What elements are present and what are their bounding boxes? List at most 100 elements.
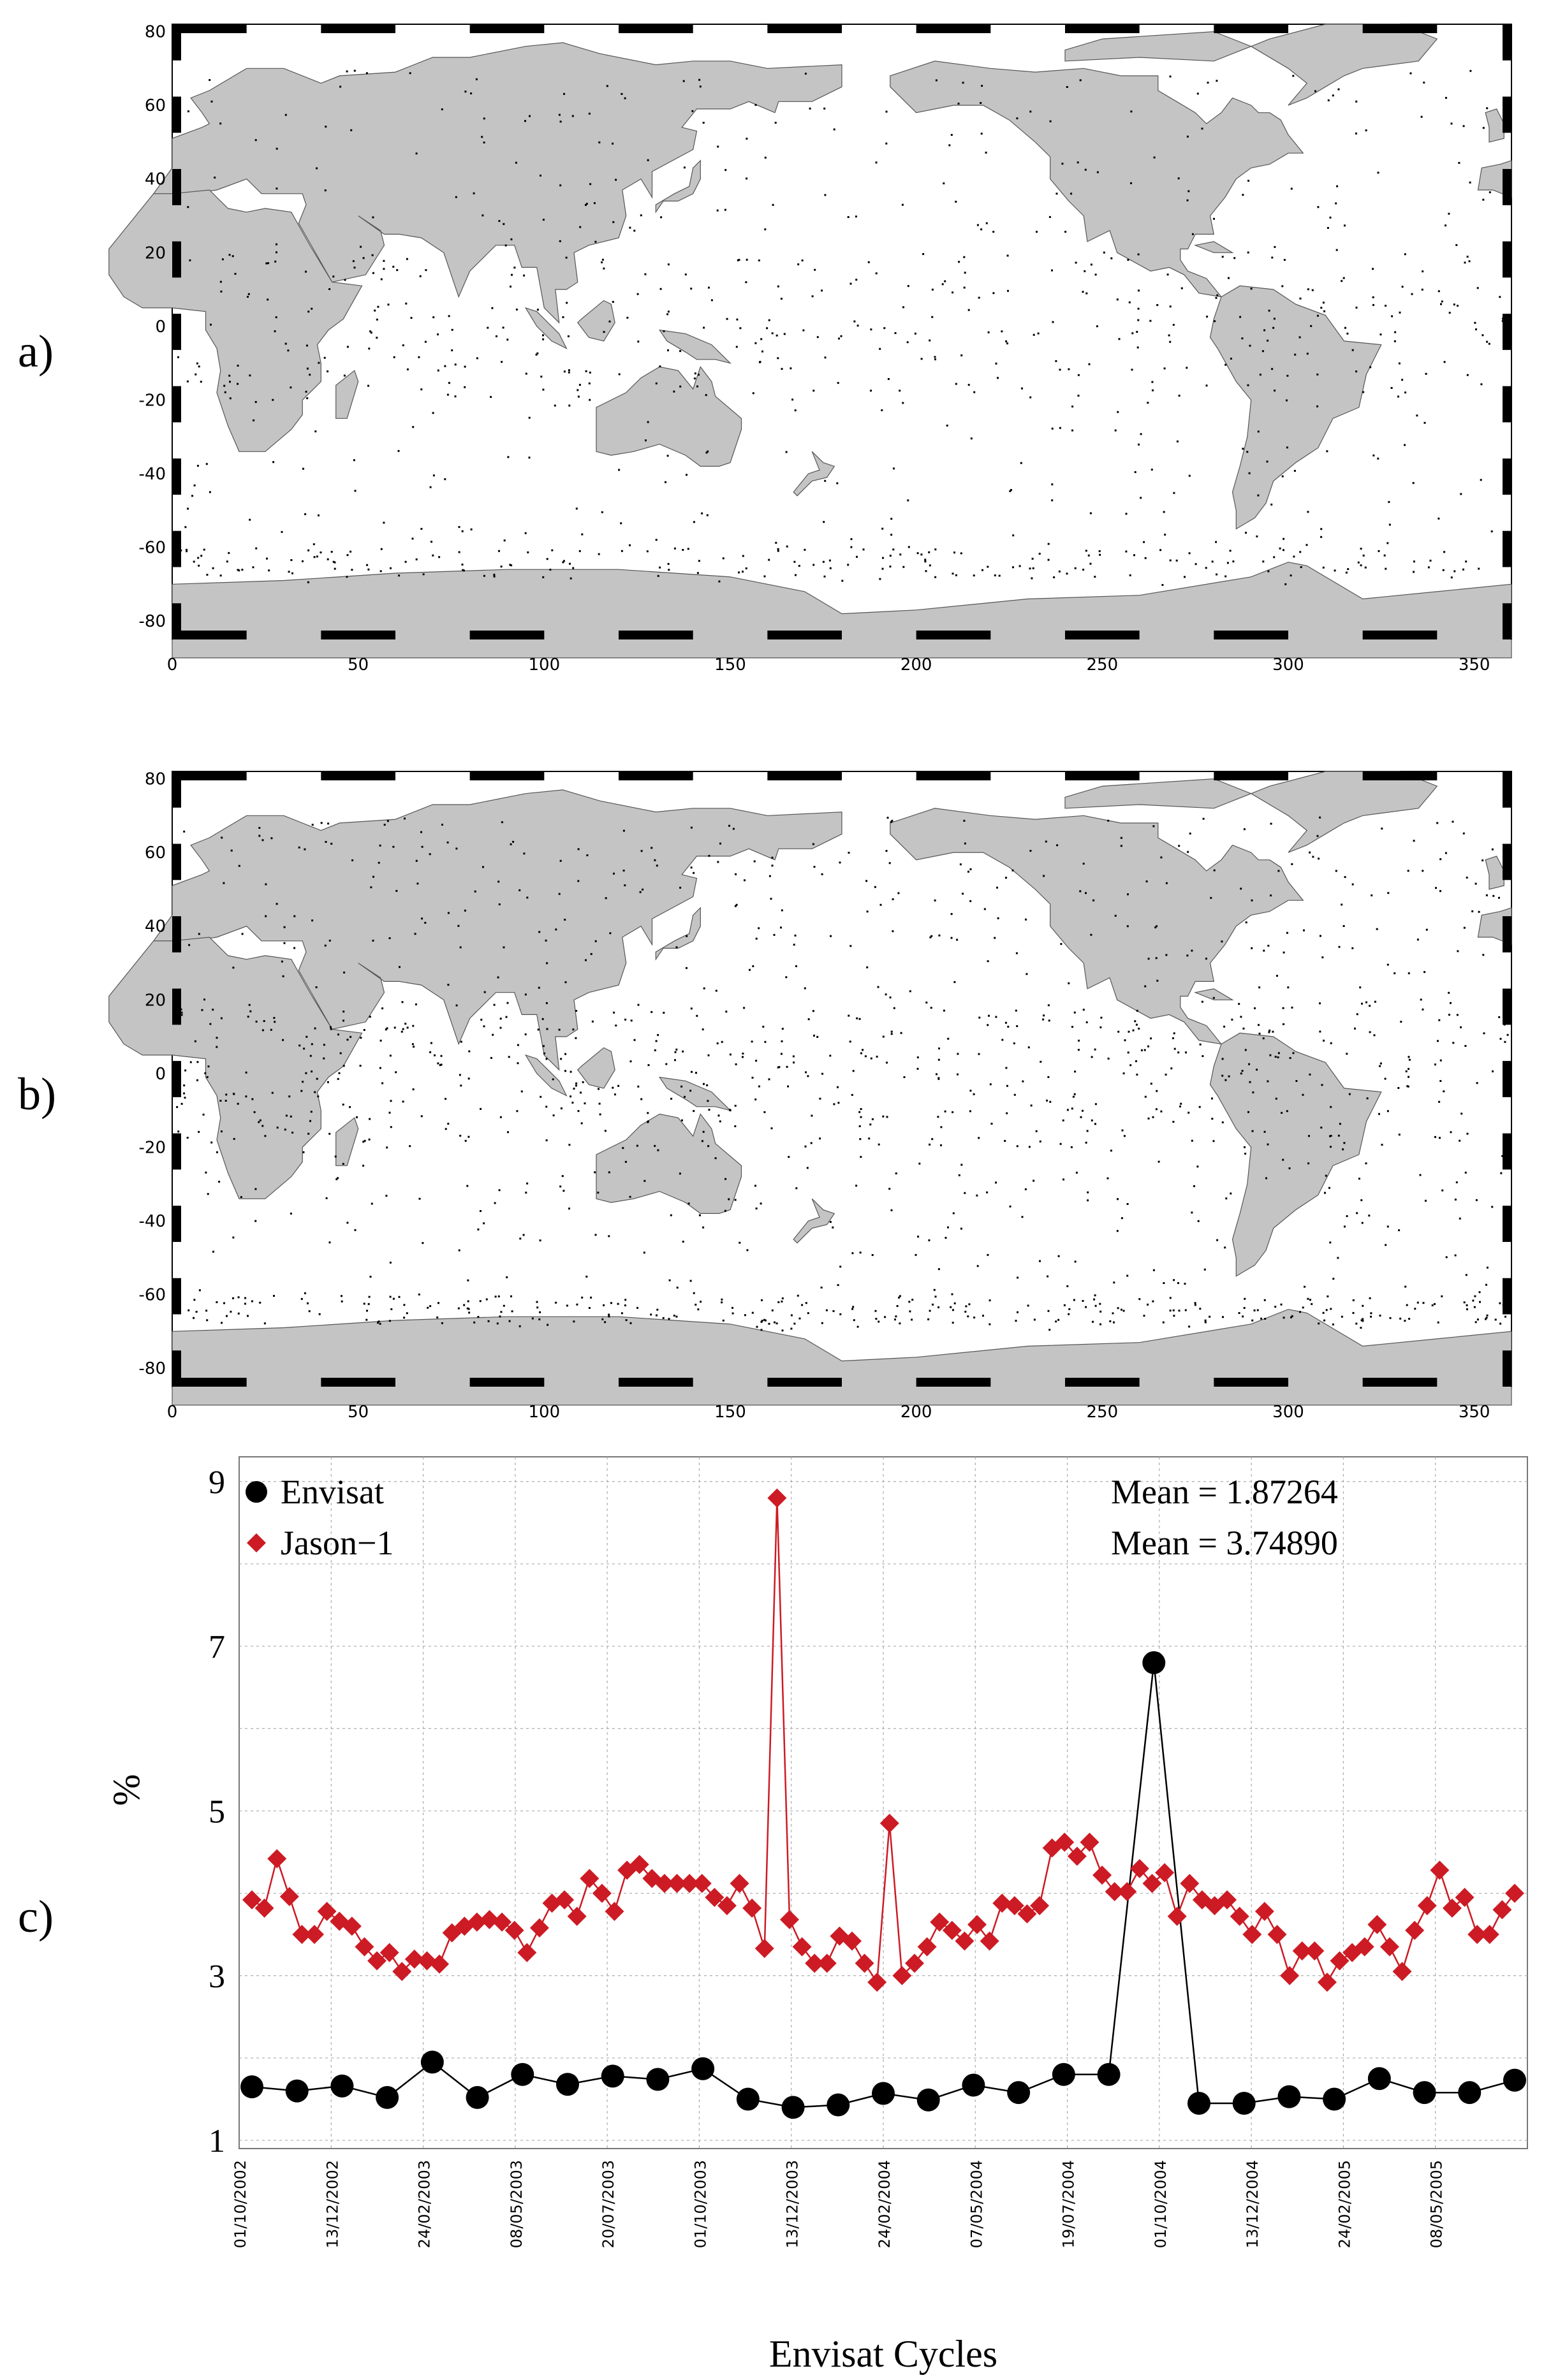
data-point-envisat (962, 2073, 985, 2097)
data-point-jason (1242, 1925, 1262, 1945)
y-tick-label: 5 (209, 1793, 225, 1830)
data-point-jason (1455, 1888, 1474, 1908)
data-point-jason (1405, 1920, 1425, 1940)
data-point-jason (1355, 1937, 1374, 1957)
panel-label-b: b) (18, 1069, 56, 1120)
data-point-jason (779, 1909, 799, 1929)
data-point-jason (1442, 1898, 1462, 1918)
data-point-envisat (1232, 2091, 1256, 2115)
x-date-tick-label: 13/12/2004 (1244, 2160, 1261, 2248)
data-point-jason (355, 1937, 374, 1957)
data-point-jason (842, 1931, 862, 1951)
data-point-envisat (511, 2062, 534, 2086)
data-point-jason (1317, 1973, 1337, 1992)
data-point-envisat (601, 2064, 624, 2088)
x-axis-label: Envisat Cycles (769, 2333, 997, 2375)
data-point-jason (1180, 1874, 1200, 1894)
x-date-tick-label: 01/10/2003 (691, 2160, 709, 2248)
data-point-jason (1254, 1902, 1274, 1921)
data-point-envisat (285, 2079, 309, 2103)
data-point-jason (1017, 1904, 1037, 1924)
data-point-envisat (1187, 2091, 1210, 2115)
panel-label-a: a) (18, 326, 54, 377)
data-point-jason (1505, 1883, 1524, 1903)
data-point-jason (1280, 1966, 1300, 1985)
data-point-jason (1492, 1900, 1512, 1920)
data-point-envisat (781, 2096, 805, 2119)
data-point-jason (905, 1953, 925, 1973)
data-point-jason (242, 1890, 261, 1909)
data-point-jason (642, 1869, 662, 1888)
data-point-jason (1367, 1915, 1387, 1934)
data-point-jason (1305, 1941, 1325, 1960)
data-point-jason (792, 1937, 812, 1957)
data-point-jason (629, 1855, 649, 1874)
data-point-envisat (1367, 2067, 1391, 2091)
data-point-jason (879, 1813, 899, 1833)
data-point-jason (1480, 1925, 1499, 1945)
data-point-jason (705, 1888, 724, 1908)
x-date-tick-label: 24/02/2005 (1335, 2160, 1353, 2248)
data-point-jason (1392, 1962, 1412, 1982)
data-point-jason (767, 1488, 787, 1508)
data-point-envisat (1007, 2081, 1031, 2105)
data-point-envisat (691, 2057, 715, 2080)
data-point-jason (567, 1906, 587, 1926)
data-point-jason (1030, 1895, 1050, 1915)
data-point-jason (1330, 1951, 1349, 1971)
data-point-jason (942, 1920, 962, 1940)
data-point-envisat (330, 2074, 354, 2098)
data-point-jason (855, 1953, 874, 1973)
data-point-envisat (420, 2050, 444, 2074)
data-point-jason (967, 1915, 987, 1934)
data-point-jason (742, 1898, 762, 1918)
data-point-jason (305, 1925, 325, 1945)
data-point-jason (592, 1883, 612, 1903)
data-point-jason (1417, 1895, 1437, 1915)
data-point-envisat (646, 2068, 670, 2091)
data-point-jason (667, 1874, 687, 1894)
x-date-tick-label: 07/05/2004 (967, 2160, 985, 2248)
data-point-jason (980, 1931, 999, 1951)
x-date-tick-label: 20/07/2003 (599, 2160, 617, 2248)
data-point-jason (1080, 1832, 1099, 1852)
data-point-jason (480, 1909, 499, 1929)
x-date-tick-label: 08/05/2005 (1428, 2160, 1446, 2248)
data-point-jason (267, 1849, 287, 1869)
data-point-jason (892, 1966, 912, 1985)
chart-c-group: 01/10/2002 13/12/2002 24/02/2003 08/05/2003… (105, 1456, 1528, 2375)
data-point-jason (605, 1902, 624, 1921)
panel-label-c: c) (18, 1891, 54, 1942)
data-point-jason (404, 1949, 424, 1969)
data-point-jason (430, 1954, 450, 1974)
data-point-jason (1129, 1858, 1149, 1878)
data-point-jason (867, 1973, 887, 1992)
data-point-jason (292, 1925, 312, 1945)
data-point-envisat (1052, 2062, 1075, 2086)
data-point-jason (1105, 1882, 1124, 1901)
data-point-jason (529, 1918, 549, 1938)
data-point-jason (1117, 1882, 1137, 1901)
data-point-jason (930, 1912, 950, 1932)
data-point-envisat (376, 2085, 399, 2109)
data-point-jason (1267, 1925, 1287, 1945)
data-point-jason (817, 1953, 837, 1973)
data-point-envisat (1142, 1651, 1166, 1674)
y-axis-label: % (105, 1774, 147, 1806)
x-date-tick-label: 13/12/2003 (784, 2160, 802, 2248)
data-point-jason (1230, 1906, 1249, 1926)
x-date-tick-label: 08/05/2003 (508, 2160, 526, 2248)
data-point-jason (717, 1895, 737, 1915)
y-tick-label: 3 (209, 1959, 225, 1995)
x-date-tick-label: 24/02/2004 (876, 2160, 893, 2248)
legend-marker-envisat (246, 1481, 267, 1503)
x-date-tick-label: 13/12/2002 (323, 2160, 341, 2248)
data-point-envisat (1458, 2081, 1482, 2105)
data-point-jason (680, 1874, 700, 1894)
y-tick-label: 1 (209, 2123, 225, 2159)
data-point-jason (955, 1931, 974, 1951)
mean-annotation: Mean = 1.87264 (1111, 1473, 1338, 1511)
data-point-jason (1292, 1941, 1312, 1960)
data-point-envisat (466, 2085, 489, 2109)
